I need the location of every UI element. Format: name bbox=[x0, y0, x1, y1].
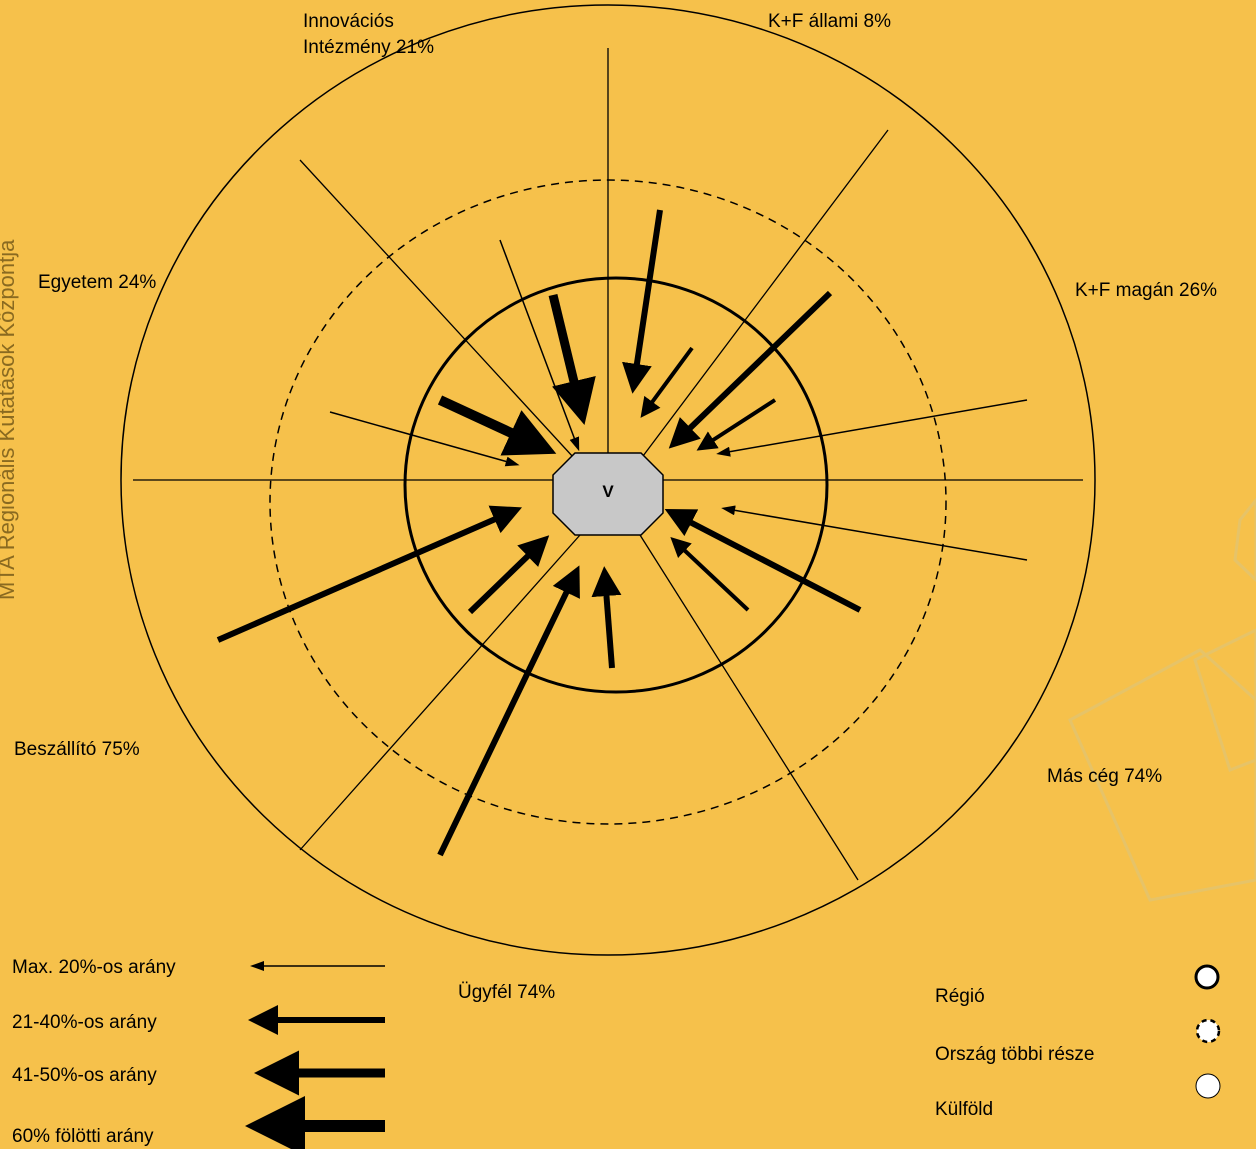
segment-label: Beszállító 75% bbox=[14, 739, 140, 760]
segment-label: Ügyfél 74% bbox=[458, 982, 555, 1003]
inner-circle bbox=[403, 276, 829, 694]
segment-labels: Innovációs Intézmény 21% K+F állami 8% Egye… bbox=[14, 11, 1217, 1003]
decoration bbox=[1068, 497, 1256, 902]
outer-circle bbox=[120, 4, 1096, 956]
arrow-legend-label: 41-50%-os arány bbox=[12, 1065, 157, 1086]
arrow-legend-arrows bbox=[245, 961, 385, 1149]
circle-legend-icons bbox=[1194, 964, 1221, 1099]
circle-legend: Régió Ország többi része Külföld bbox=[935, 986, 1094, 1120]
segment-label: Egyetem 24% bbox=[38, 272, 156, 293]
segment-label: K+F magán 26% bbox=[1075, 280, 1217, 301]
segment-label: Intézmény 21% bbox=[303, 37, 434, 58]
segment-label: Innovációs bbox=[303, 11, 394, 32]
arrows bbox=[216, 209, 1028, 857]
arrow-legend-label: Max. 20%-os arány bbox=[12, 957, 176, 978]
spokes bbox=[133, 48, 1083, 881]
segment-label: Más cég 74% bbox=[1047, 766, 1162, 787]
arrow-legend-label: 60% fölötti arány bbox=[12, 1126, 154, 1147]
circle-legend-label: Külföld bbox=[935, 1099, 993, 1120]
arrow-legend: Max. 20%-os arány 21-40%-os arány 41-50%-o… bbox=[12, 957, 176, 1147]
circle-legend-label: Ország többi része bbox=[935, 1044, 1094, 1065]
segment-label: K+F állami 8% bbox=[768, 11, 891, 32]
arrow-legend-label: 21-40%-os arány bbox=[12, 1012, 157, 1033]
center-label: V bbox=[602, 482, 614, 501]
center-node bbox=[552, 452, 664, 536]
side-text: MTA Regionális Kutatások Központja bbox=[0, 239, 19, 600]
circle-legend-label: Régió bbox=[935, 986, 985, 1007]
